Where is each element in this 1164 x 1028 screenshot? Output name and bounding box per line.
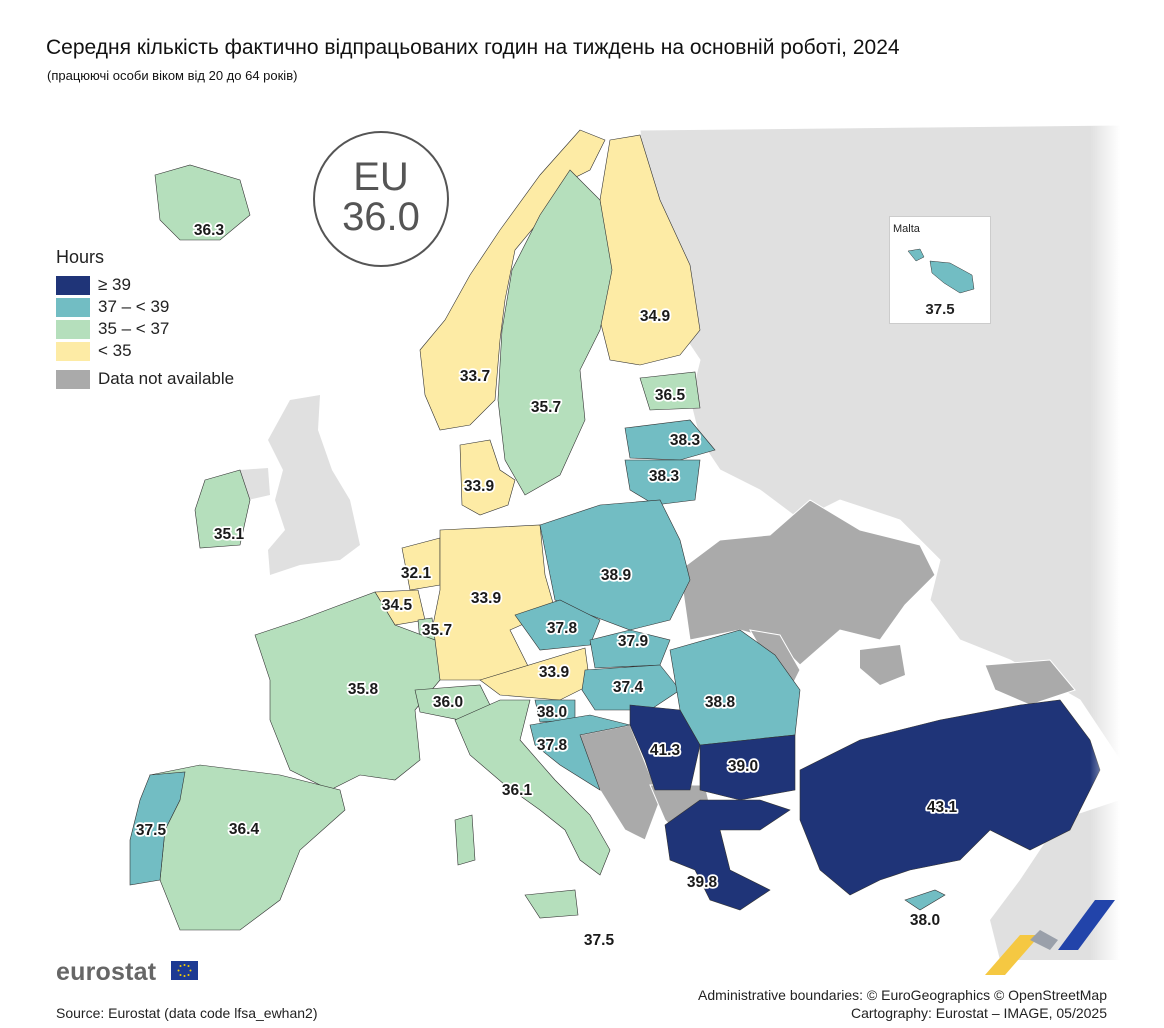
value-labels: 36.3 33.7 35.7 34.9 36.5 38.3 38.3 33.9 … [134,220,959,951]
label-poland: 38.9 [601,567,632,584]
legend-item-1: ≥ 39 [56,274,234,296]
legend-label-3: 35 – < 37 [98,319,170,338]
legend-label-4: < 35 [98,341,132,360]
region-slovakia [589,629,671,669]
label-portugal: 37.5 [136,822,167,839]
label-lithuania: 38.3 [649,468,680,485]
label-sweden: 35.7 [531,399,561,416]
label-slovenia: 38.0 [537,704,567,721]
legend-label-1: ≥ 39 [98,275,131,294]
label-denmark: 33.9 [464,478,495,495]
label-norway: 33.7 [460,368,490,385]
region-czechia [514,599,601,651]
credits: Administrative boundaries: © EuroGeograp… [698,986,1107,1022]
label-germany: 33.9 [471,590,502,607]
eu-flag-icon [171,961,198,980]
label-turkey: 43.1 [927,799,958,816]
label-france: 35.8 [348,681,379,698]
label-latvia: 38.3 [670,432,701,449]
label-estonia: 36.5 [655,387,686,404]
region-austria [479,647,591,701]
label-iceland: 36.3 [194,222,225,239]
region-estonia [639,371,701,411]
region-sweden [497,169,613,496]
region-portugal [129,771,186,886]
eu-average-circle: EU 36.0 [313,131,449,267]
label-hungary: 37.4 [613,679,644,696]
region-denmark [459,439,516,516]
region-netherlands [401,537,441,591]
region-iceland [154,164,251,241]
label-serbia: 41.3 [650,742,681,759]
source-note: Source: Eurostat (data code lfsa_ewhan2) [56,1005,318,1021]
land-crimea-grey [860,645,905,685]
region-italy [454,699,611,876]
eurostat-logo: eurostat [56,958,157,986]
region-sicily [524,889,579,919]
label-belgium: 34.5 [382,597,413,614]
legend: Hours ≥ 39 37 – < 39 35 – < 37 < 35 Data… [56,247,234,390]
map-subtitle: (працюючі особи віком від 20 до 64 років… [47,68,298,83]
legend-label-2: 37 – < 39 [98,297,170,316]
region-serbia [629,704,701,791]
legend-swatch-na [56,369,90,389]
region-latvia [624,419,716,461]
label-finland: 34.9 [640,308,671,325]
label-spain: 36.4 [229,821,260,838]
legend-label-na: Data not available [98,369,235,388]
legend-swatch-3 [56,319,90,339]
eu-label: EU [353,155,409,199]
label-czechia: 37.8 [547,620,578,637]
label-italy: 36.1 [502,782,533,799]
region-croatia [529,714,631,791]
class-39-plus [629,699,1101,911]
label-cyprus: 38.0 [910,912,940,929]
malta-inset: Malta 37.5 [889,216,991,324]
legend-swatch-1 [56,275,90,295]
legend-title: Hours [56,247,105,267]
label-netherlands: 32.1 [401,565,432,582]
class-37-39 [129,419,946,911]
image-cartography-logo [985,900,1115,975]
region-ireland [194,469,251,549]
region-cyprus [904,889,946,911]
malta-shape [907,248,975,294]
land-uk-grey [268,395,360,575]
legend-item-na: Data not available [56,368,234,390]
label-bulgaria: 39.0 [728,758,758,775]
label-luxembourg: 35.7 [422,622,452,639]
label-ireland: 35.1 [214,526,245,543]
region-greece [664,799,791,911]
malta-value: 37.5 [925,301,955,318]
land-georgia-grey [984,659,1076,706]
label-sicily-malta: 37.5 [584,932,615,949]
region-sardinia [454,814,476,866]
label-croatia: 37.8 [537,737,568,754]
region-france [254,591,441,791]
legend-item-4: < 35 [56,340,234,362]
legend-swatch-4 [56,341,90,361]
region-bulgaria [699,734,796,801]
legend-item-2: 37 – < 39 [56,296,234,318]
label-austria: 33.9 [539,664,570,681]
credit-cartography: Cartography: Eurostat – IMAGE, 05/2025 [850,1005,1107,1021]
label-slovakia: 37.9 [618,633,649,650]
region-lithuania [624,459,701,506]
label-greece: 39.8 [687,874,718,891]
land-east-grey [639,124,1121,762]
map-edge-fade [1090,120,1120,970]
legend-swatch-2 [56,297,90,317]
label-romania: 38.8 [705,694,736,711]
region-turkey [799,699,1101,896]
class-35-37 [149,164,701,931]
class-under-35 [374,129,701,701]
map-title: Середня кількість фактично відпрацьовани… [46,36,900,59]
label-switzerland: 36.0 [433,694,463,711]
eu-value: 36.0 [342,195,420,239]
malta-inset-title: Malta [893,223,920,235]
credit-boundaries: Administrative boundaries: © EuroGeograp… [698,987,1107,1003]
legend-item-3: 35 – < 37 [56,318,234,340]
